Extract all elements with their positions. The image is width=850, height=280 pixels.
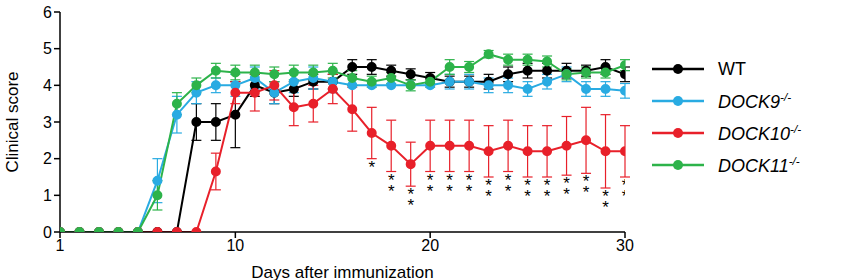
svg-text:0: 0 xyxy=(43,224,52,241)
svg-text:1: 1 xyxy=(43,187,52,204)
svg-text:1: 1 xyxy=(56,237,65,254)
svg-text:*: * xyxy=(446,182,453,201)
html-text:DOCK9-/-: DOCK9-/- xyxy=(718,89,791,112)
svg-text:4: 4 xyxy=(43,77,52,94)
html-text:DOCK10-/-: DOCK10-/- xyxy=(718,121,802,144)
svg-text:*: * xyxy=(583,183,590,202)
svg-text:*: * xyxy=(407,196,414,215)
svg-text:10: 10 xyxy=(226,237,244,254)
svg-text:*: * xyxy=(544,187,551,206)
svg-text:*: * xyxy=(602,198,609,217)
svg-text:*: * xyxy=(427,182,434,201)
svg-text:20: 20 xyxy=(421,237,439,254)
svg-text:*: * xyxy=(622,187,625,206)
svg-text:30: 30 xyxy=(616,237,634,254)
svg-text:3: 3 xyxy=(43,114,52,131)
svg-text:Clinical score: Clinical score xyxy=(8,71,22,172)
svg-text:*: * xyxy=(524,187,531,206)
svg-text:*: * xyxy=(563,185,570,204)
html-text:DOCK11-/-: DOCK11-/- xyxy=(718,153,800,176)
svg-text:5: 5 xyxy=(43,40,52,57)
svg-text:*: * xyxy=(388,182,395,201)
svg-text:*: * xyxy=(466,182,473,201)
svg-text:2: 2 xyxy=(43,150,52,167)
svg-text:*: * xyxy=(505,182,512,201)
svg-text:*: * xyxy=(368,158,375,177)
svg-text:Days after immunization: Days after immunization xyxy=(251,263,433,280)
svg-text:6: 6 xyxy=(43,4,52,21)
svg-text:*: * xyxy=(485,187,492,206)
html-text:WT: WT xyxy=(718,58,746,79)
